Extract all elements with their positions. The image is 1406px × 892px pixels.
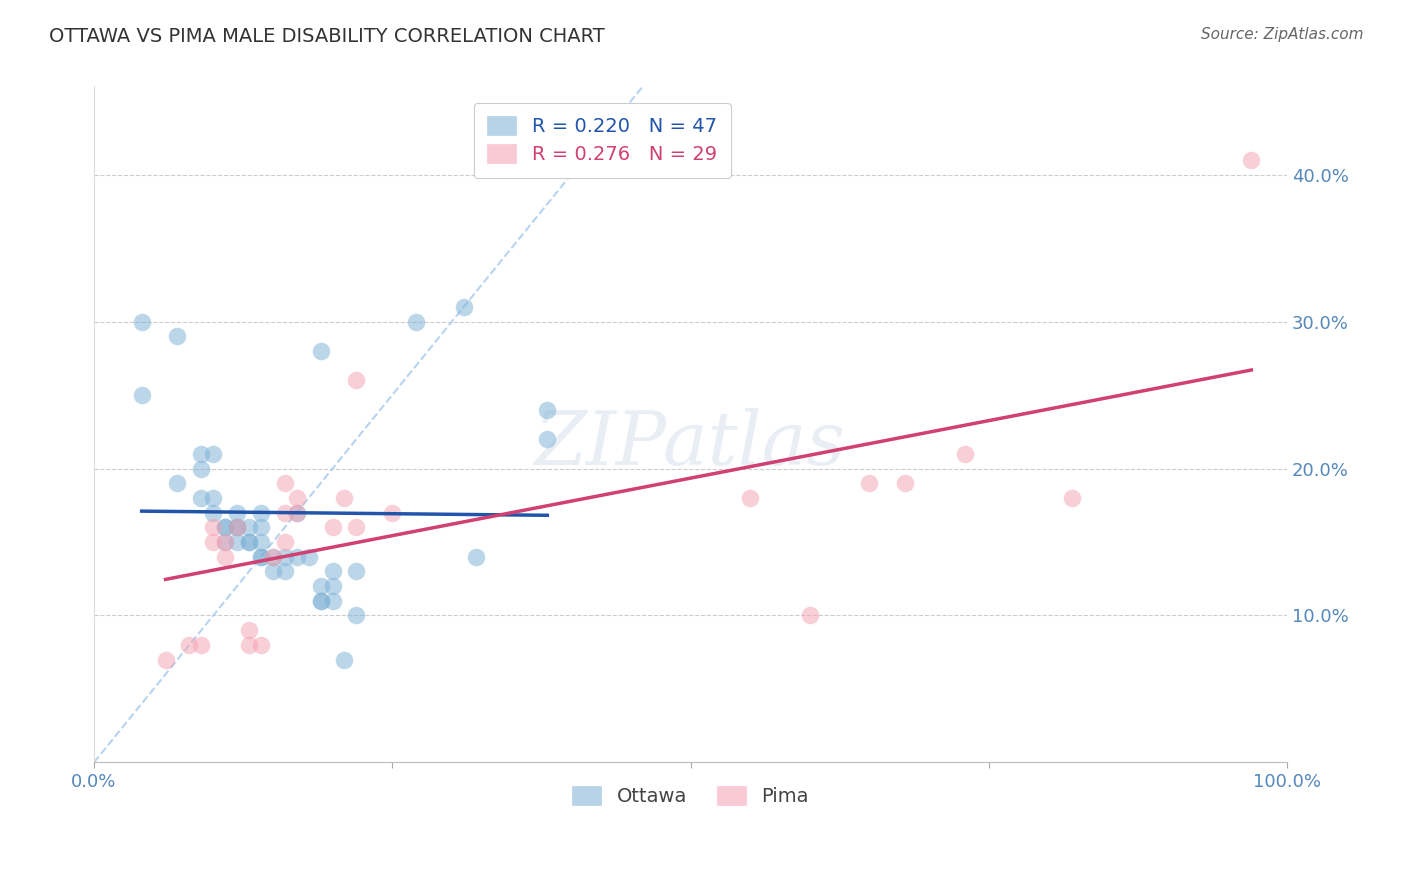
Point — [953, 447, 976, 461]
Point — [214, 520, 236, 534]
Point — [202, 535, 225, 549]
Point — [285, 506, 308, 520]
Point — [250, 638, 273, 652]
Point — [214, 535, 236, 549]
Point — [309, 579, 332, 593]
Point — [214, 549, 236, 564]
Point — [346, 520, 368, 534]
Point — [238, 623, 260, 637]
Point — [309, 594, 332, 608]
Point — [226, 506, 249, 520]
Point — [285, 549, 308, 564]
Point — [190, 447, 212, 461]
Point — [274, 476, 297, 491]
Point — [202, 520, 225, 534]
Point — [202, 491, 225, 505]
Point — [202, 447, 225, 461]
Point — [202, 506, 225, 520]
Text: OTTAWA VS PIMA MALE DISABILITY CORRELATION CHART: OTTAWA VS PIMA MALE DISABILITY CORRELATI… — [49, 27, 605, 45]
Point — [333, 491, 356, 505]
Point — [464, 549, 486, 564]
Point — [238, 535, 260, 549]
Point — [298, 549, 321, 564]
Point — [179, 638, 201, 652]
Point — [1062, 491, 1084, 505]
Point — [346, 608, 368, 623]
Point — [226, 535, 249, 549]
Point — [740, 491, 762, 505]
Point — [346, 373, 368, 387]
Legend: Ottawa, Pima: Ottawa, Pima — [564, 778, 817, 814]
Text: Source: ZipAtlas.com: Source: ZipAtlas.com — [1201, 27, 1364, 42]
Point — [226, 520, 249, 534]
Point — [322, 594, 344, 608]
Point — [250, 549, 273, 564]
Point — [274, 549, 297, 564]
Point — [405, 314, 427, 328]
Point — [250, 506, 273, 520]
Point — [262, 549, 284, 564]
Point — [346, 565, 368, 579]
Point — [226, 520, 249, 534]
Point — [333, 652, 356, 666]
Point — [285, 491, 308, 505]
Text: ZIPatlas: ZIPatlas — [536, 409, 846, 481]
Point — [131, 314, 153, 328]
Point — [166, 476, 188, 491]
Point — [274, 565, 297, 579]
Point — [155, 652, 177, 666]
Point — [250, 520, 273, 534]
Point — [894, 476, 917, 491]
Point — [262, 565, 284, 579]
Point — [262, 549, 284, 564]
Point — [858, 476, 880, 491]
Point — [309, 343, 332, 358]
Point — [1240, 153, 1263, 167]
Point — [190, 491, 212, 505]
Point — [166, 329, 188, 343]
Point — [238, 535, 260, 549]
Point — [250, 549, 273, 564]
Point — [238, 520, 260, 534]
Point — [131, 388, 153, 402]
Point — [322, 520, 344, 534]
Point — [214, 535, 236, 549]
Point — [381, 506, 404, 520]
Point — [309, 594, 332, 608]
Point — [190, 461, 212, 475]
Point — [190, 638, 212, 652]
Point — [274, 535, 297, 549]
Point — [214, 520, 236, 534]
Point — [322, 565, 344, 579]
Point — [536, 402, 558, 417]
Point — [322, 579, 344, 593]
Point — [238, 638, 260, 652]
Point — [453, 300, 475, 314]
Point — [536, 432, 558, 446]
Point — [285, 506, 308, 520]
Point — [250, 535, 273, 549]
Point — [799, 608, 821, 623]
Point — [226, 520, 249, 534]
Point — [274, 506, 297, 520]
